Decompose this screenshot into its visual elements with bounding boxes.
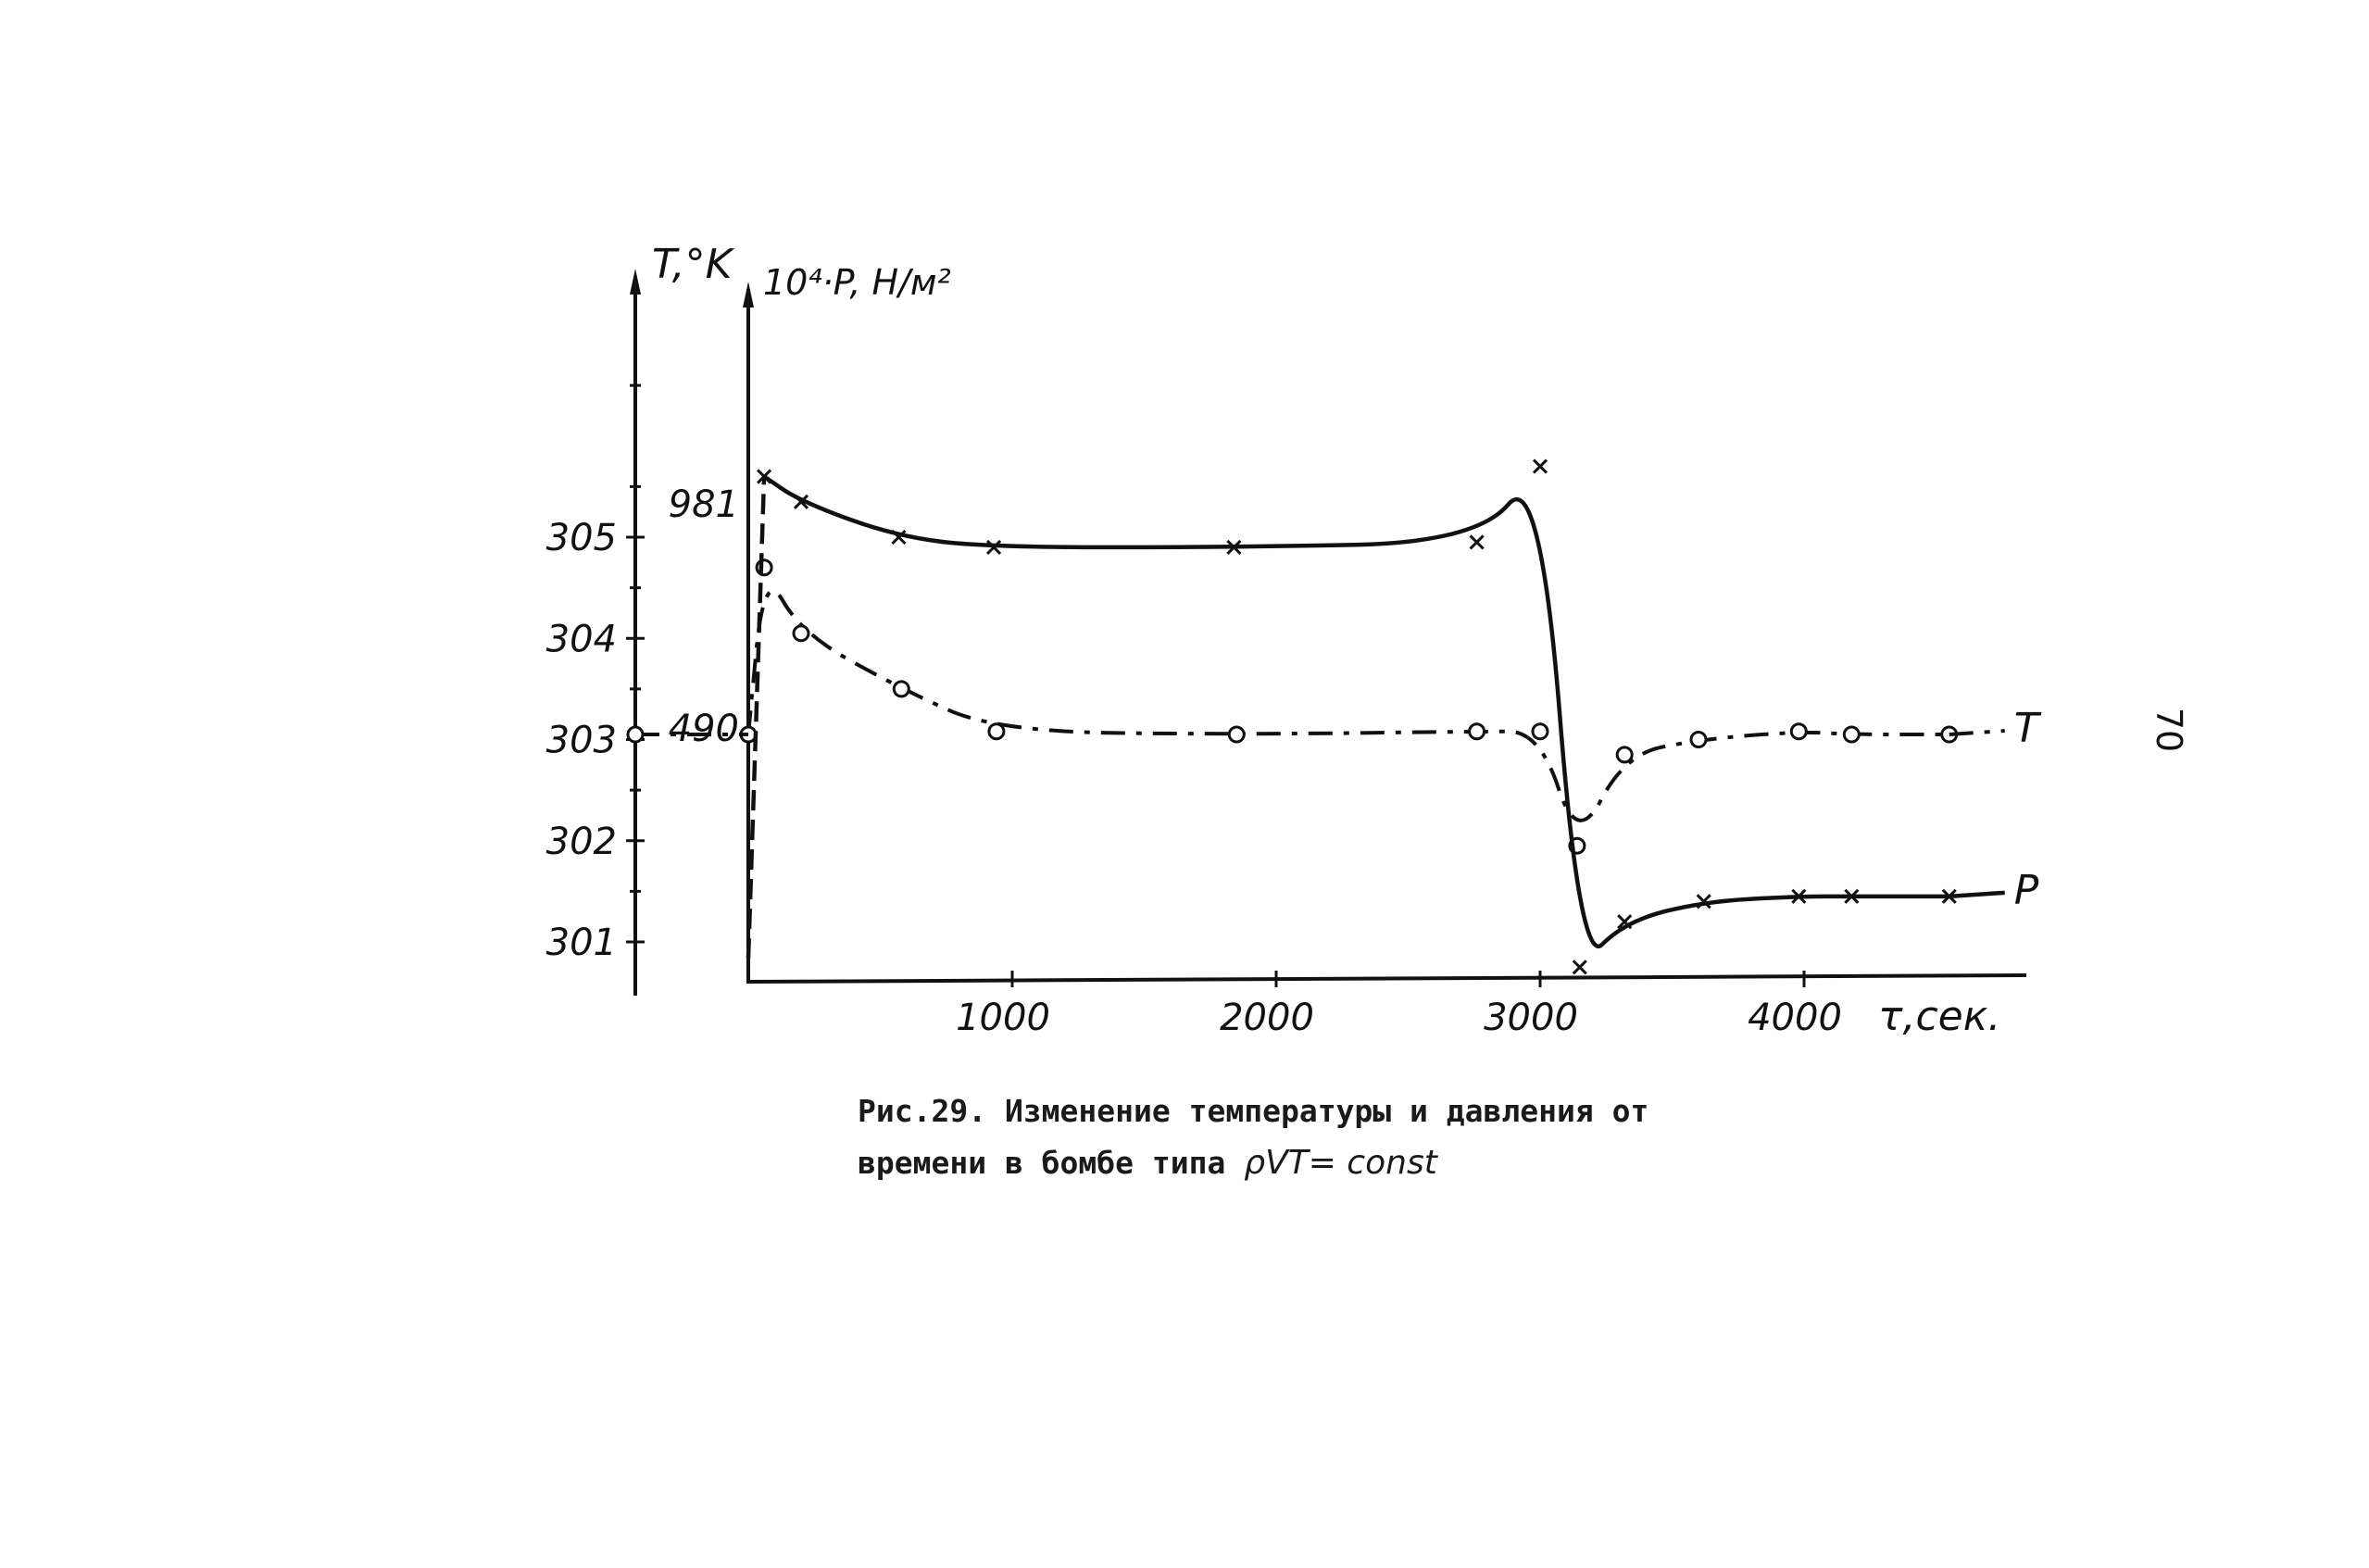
temperature-axis-arrow-icon [630, 269, 641, 295]
pressure-axis-arrow-icon [743, 282, 754, 307]
series-p-point [1696, 894, 1711, 909]
time-axis-title: τ,сек. [1878, 993, 2000, 1040]
series-p-point [793, 494, 809, 509]
page-number: 70 [2149, 707, 2190, 753]
series-t-point [1468, 722, 1486, 741]
caption-line-2-text: времени в бомбе типа [858, 1145, 1245, 1181]
series-p-point [1844, 888, 1860, 904]
temperature-tick-label: 302 [546, 821, 617, 863]
time-axis-ticks: 1000 2000 3000 4000 [956, 971, 1842, 1039]
series-p-point [1791, 888, 1807, 904]
series-layer: TP [626, 458, 2042, 975]
temperature-tick-label: 301 [546, 922, 617, 964]
series-t-point [987, 722, 1006, 741]
temperature-tick-label: 303 [546, 720, 617, 762]
series-p-line [762, 474, 1949, 948]
series-p-rise [746, 476, 767, 960]
series-p-point [891, 529, 907, 546]
series-t-point [626, 725, 645, 744]
time-tick-label: 1000 [956, 997, 1050, 1039]
series-t-point [1531, 722, 1549, 741]
pressure-tick-label: 981 [669, 483, 739, 526]
temperature-tick-label: 304 [546, 618, 617, 660]
figure-caption: Рис.29. Изменение температуры и давления… [858, 1085, 1969, 1189]
time-tick-label: 2000 [1220, 997, 1314, 1039]
series-t-point [892, 680, 910, 698]
series-p-label: P [2014, 867, 2039, 914]
series-p: P [746, 458, 2039, 975]
series-t-point [1689, 731, 1708, 748]
time-tick-label: 4000 [1748, 997, 1842, 1039]
temperature-tick-label: 305 [546, 517, 617, 559]
series-p-point [1572, 960, 1587, 975]
caption-formula: ρVT= const [1244, 1144, 1437, 1182]
series-t-label: T [2014, 705, 2042, 752]
series-p-tail [1949, 890, 2005, 899]
series-p-point [1469, 534, 1485, 550]
series-p-point [985, 539, 1002, 555]
series-t-point [1842, 725, 1861, 744]
series-t-line [746, 589, 1949, 822]
series-t-point [792, 624, 810, 643]
pressure-axis-title: 10⁴·P, Н/м² [763, 262, 951, 303]
temperature-axis-title: T,°K [652, 241, 735, 288]
time-axis [747, 973, 2027, 984]
series-t: T [739, 558, 2042, 855]
series-t-point [1227, 725, 1246, 744]
series-p-point [757, 469, 772, 484]
caption-line-1: Рис.29. Изменение температуры и давления… [858, 1093, 1649, 1129]
temperature-axis-ticks: 301 302 303 304 305 [546, 383, 645, 964]
series-t-point [1615, 746, 1634, 764]
series-p-point [1617, 914, 1633, 930]
series-p-point [1226, 539, 1242, 555]
caption-line-2: времени в бомбе типа ρVT= const [858, 1137, 1969, 1189]
series-t-tail [1949, 729, 2005, 737]
series-t-point [1789, 722, 1808, 741]
pressure-axis-ticks: 490 981 [669, 483, 739, 750]
series-p-point [1532, 458, 1548, 474]
pressure-tick-label: 490 [669, 708, 739, 750]
time-tick-label: 3000 [1484, 997, 1578, 1039]
